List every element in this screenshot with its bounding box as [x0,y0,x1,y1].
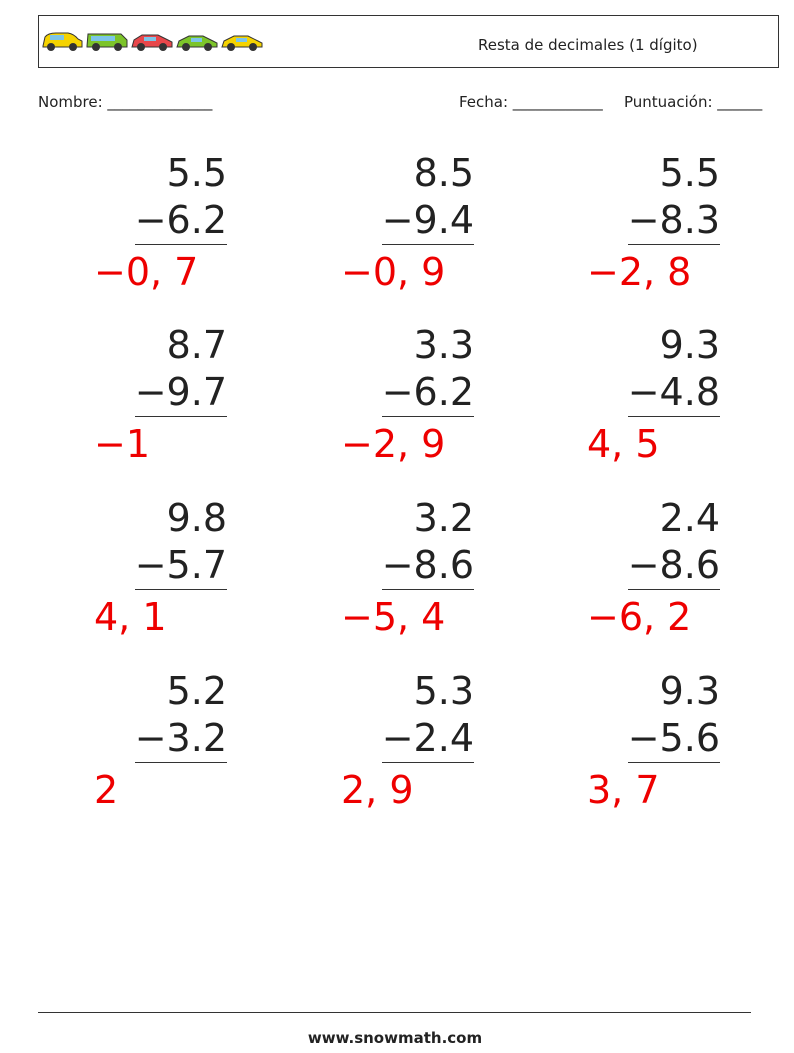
score-field: Puntuación: ______ [624,93,763,111]
subtrahend-line: −2.4 [274,715,474,763]
subtrahend: −6.2 [381,369,474,417]
subtrahend-line: −8.3 [520,197,720,245]
answer: 2 [94,768,119,812]
subtrahend-line: −9.4 [274,197,474,245]
subtrahend: −6.2 [134,197,227,245]
header-box [38,15,779,68]
problem: 9.3 −5.6 [520,668,720,763]
problem: 8.5 −9.4 [274,150,474,245]
subtrahend-line: −8.6 [520,542,720,590]
subtrahend-line: −6.2 [274,369,474,417]
minuend: 5.5 [166,151,227,195]
answer: −6, 2 [587,595,692,639]
problem: 5.5 −8.3 [520,150,720,245]
subtrahend-line: −9.7 [27,369,227,417]
subtrahend: −2.4 [381,715,474,763]
problem: 5.2 −3.2 [27,668,227,763]
problem: 8.7 −9.7 [27,322,227,417]
minuend: 5.3 [413,669,474,713]
footer-rule [38,1012,751,1013]
answer: −2, 8 [587,250,692,294]
car [42,32,83,51]
minuend: 3.3 [413,323,474,367]
answer: −0, 7 [94,250,199,294]
car-icons [42,32,263,51]
answer: 4, 1 [94,595,167,639]
subtrahend-line: −4.8 [520,369,720,417]
answer: −1 [94,422,151,466]
subtrahend: −9.7 [134,369,227,417]
car [131,34,173,51]
answer: 3, 7 [587,768,660,812]
subtrahend-line: −3.2 [27,715,227,763]
answer: −5, 4 [341,595,446,639]
subtrahend-line: −6.2 [27,197,227,245]
subtrahend-line: −5.6 [520,715,720,763]
minuend: 9.3 [659,323,720,367]
subtrahend: −5.7 [134,542,227,590]
answer: −2, 9 [341,422,446,466]
car [86,33,128,51]
problem: 5.5 −6.2 [27,150,227,245]
problem: 2.4 −8.6 [520,495,720,590]
footer-url: www.snowmath.com [307,1029,483,1047]
subtrahend: −5.6 [627,715,720,763]
title: Resta de decimales (1 dígito) [478,36,698,54]
minuend: 9.3 [659,669,720,713]
minuend: 8.5 [413,151,474,195]
name-field: Nombre: ______________ [38,93,213,111]
answer: 4, 5 [587,422,660,466]
minuend: 2.4 [659,496,720,540]
date-field: Fecha: ____________ [459,93,603,111]
car [176,35,218,51]
minuend: 5.2 [166,669,227,713]
answer: −0, 9 [341,250,446,294]
minuend: 8.7 [166,323,227,367]
problem: 9.3 −4.8 [520,322,720,417]
subtrahend-line: −8.6 [274,542,474,590]
problem: 5.3 −2.4 [274,668,474,763]
problem: 3.3 −6.2 [274,322,474,417]
subtrahend: −8.6 [381,542,474,590]
subtrahend: −8.6 [627,542,720,590]
minuend: 9.8 [166,496,227,540]
subtrahend: −8.3 [627,197,720,245]
subtrahend: −9.4 [381,197,474,245]
problem: 9.8 −5.7 [27,495,227,590]
problem: 3.2 −8.6 [274,495,474,590]
subtrahend-line: −5.7 [27,542,227,590]
minuend: 3.2 [413,496,474,540]
answer: 2, 9 [341,768,414,812]
subtrahend: −3.2 [134,715,227,763]
minuend: 5.5 [659,151,720,195]
subtrahend: −4.8 [627,369,720,417]
car [221,35,263,51]
